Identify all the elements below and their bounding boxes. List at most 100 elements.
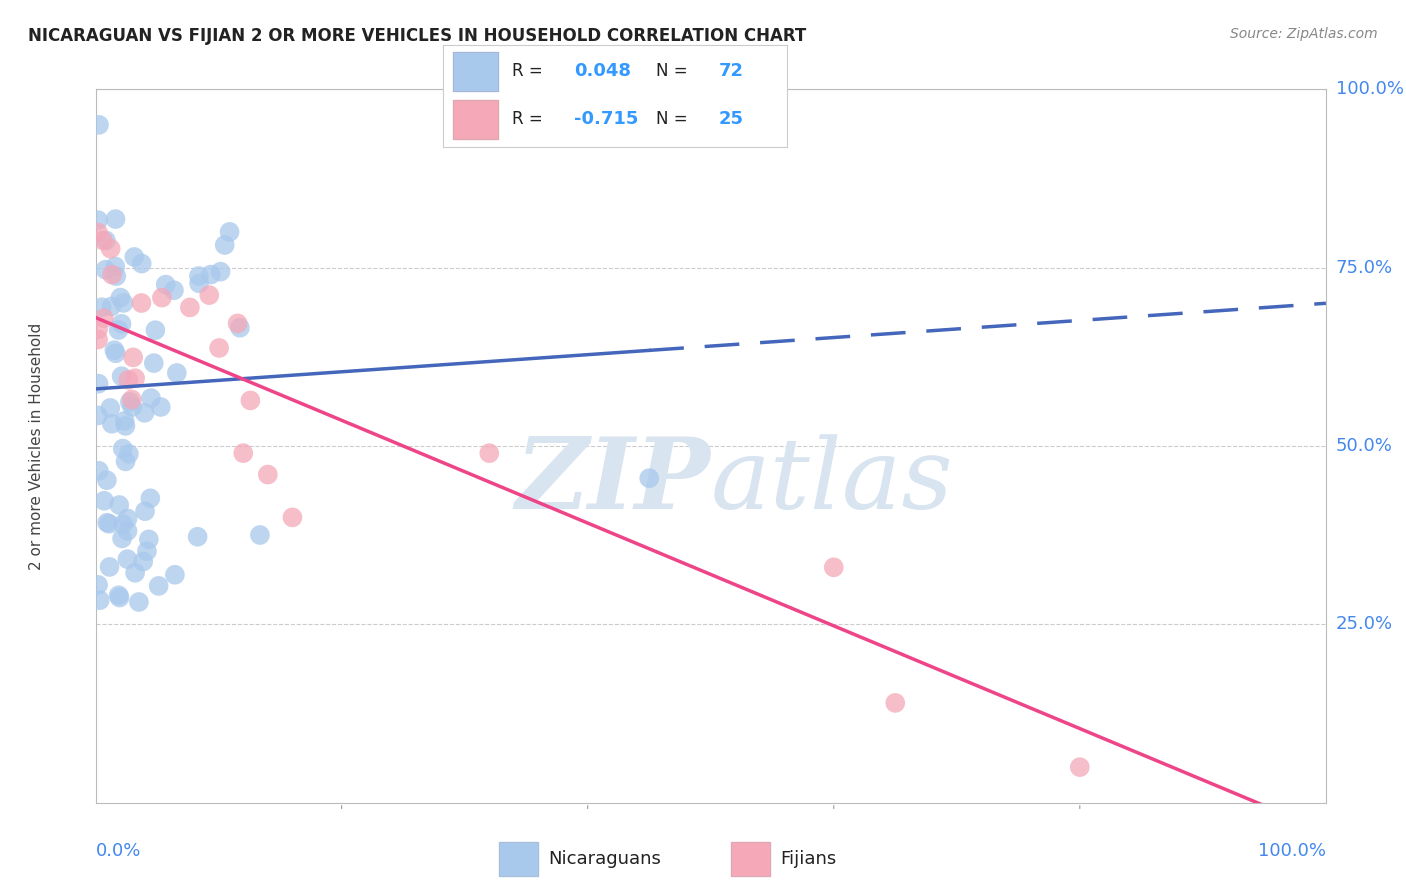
- Point: [117, 373, 139, 387]
- Point: [104, 260, 127, 274]
- Point: [104, 212, 127, 227]
- Text: 0.048: 0.048: [574, 62, 631, 80]
- Point: [87, 409, 110, 423]
- Point: [110, 317, 132, 331]
- Point: [107, 588, 129, 602]
- Point: [91, 233, 114, 247]
- Point: [121, 392, 143, 407]
- Point: [111, 442, 134, 456]
- Text: R =: R =: [512, 111, 548, 128]
- Point: [118, 447, 141, 461]
- Point: [93, 311, 115, 326]
- Point: [105, 269, 128, 284]
- Point: [104, 346, 127, 360]
- Point: [98, 516, 121, 531]
- Text: Nicaraguans: Nicaraguans: [548, 850, 661, 868]
- Point: [187, 268, 209, 283]
- Point: [131, 296, 153, 310]
- Point: [232, 446, 254, 460]
- Point: [124, 566, 146, 580]
- Text: atlas: atlas: [711, 434, 953, 529]
- Point: [93, 493, 115, 508]
- Point: [94, 262, 117, 277]
- Point: [94, 234, 117, 248]
- Text: Source: ZipAtlas.com: Source: ZipAtlas.com: [1230, 27, 1378, 41]
- Point: [114, 418, 136, 433]
- Point: [226, 317, 249, 331]
- Point: [148, 579, 170, 593]
- Point: [229, 320, 252, 334]
- Text: 2 or more Vehicles in Household: 2 or more Vehicles in Household: [30, 322, 44, 570]
- Point: [128, 595, 150, 609]
- Point: [138, 533, 160, 547]
- Text: 100.0%: 100.0%: [1258, 842, 1326, 860]
- Point: [139, 391, 162, 405]
- Point: [155, 277, 177, 292]
- Text: 100.0%: 100.0%: [1336, 80, 1403, 98]
- Point: [114, 454, 136, 468]
- Point: [87, 322, 110, 336]
- Point: [1069, 760, 1091, 774]
- Point: [117, 524, 139, 538]
- Text: -0.715: -0.715: [574, 111, 638, 128]
- Point: [139, 491, 162, 506]
- Text: 0.0%: 0.0%: [96, 842, 141, 860]
- Bar: [453, 100, 498, 139]
- Point: [90, 300, 112, 314]
- Point: [200, 268, 222, 282]
- Point: [117, 511, 139, 525]
- Point: [179, 301, 201, 315]
- Point: [107, 323, 129, 337]
- Point: [135, 544, 157, 558]
- Point: [478, 446, 501, 460]
- Text: N =: N =: [657, 111, 693, 128]
- Text: R =: R =: [512, 62, 548, 80]
- Point: [188, 277, 211, 291]
- Point: [150, 291, 173, 305]
- Point: [89, 593, 111, 607]
- Point: [108, 498, 131, 512]
- Point: [214, 238, 236, 252]
- Text: NICARAGUAN VS FIJIAN 2 OR MORE VEHICLES IN HOUSEHOLD CORRELATION CHART: NICARAGUAN VS FIJIAN 2 OR MORE VEHICLES …: [28, 27, 807, 45]
- Bar: [453, 52, 498, 91]
- Point: [117, 552, 139, 566]
- Text: 50.0%: 50.0%: [1336, 437, 1392, 455]
- Point: [218, 225, 240, 239]
- Point: [142, 356, 165, 370]
- Point: [124, 371, 146, 385]
- Point: [187, 530, 209, 544]
- Point: [884, 696, 907, 710]
- Point: [100, 300, 122, 314]
- Point: [131, 256, 153, 270]
- Point: [823, 560, 845, 574]
- Point: [112, 296, 135, 310]
- Point: [257, 467, 280, 482]
- Point: [87, 333, 110, 347]
- Point: [110, 291, 132, 305]
- Point: [132, 555, 155, 569]
- Text: 25: 25: [718, 111, 744, 128]
- Point: [96, 473, 118, 487]
- Point: [198, 288, 221, 302]
- Point: [98, 401, 121, 415]
- Point: [208, 341, 231, 355]
- Point: [87, 578, 110, 592]
- Point: [149, 400, 172, 414]
- Bar: [453, 52, 498, 91]
- Point: [163, 283, 186, 297]
- Point: [121, 400, 143, 414]
- Point: [122, 351, 145, 365]
- Point: [209, 265, 232, 279]
- Point: [134, 504, 156, 518]
- Point: [100, 242, 122, 256]
- Point: [114, 414, 136, 428]
- Point: [101, 268, 124, 282]
- Point: [87, 118, 110, 132]
- Point: [87, 464, 110, 478]
- Text: ZIP: ZIP: [516, 434, 711, 530]
- Point: [98, 560, 121, 574]
- Text: 75.0%: 75.0%: [1336, 259, 1393, 277]
- Text: N =: N =: [657, 62, 693, 80]
- Point: [281, 510, 304, 524]
- Point: [166, 366, 188, 380]
